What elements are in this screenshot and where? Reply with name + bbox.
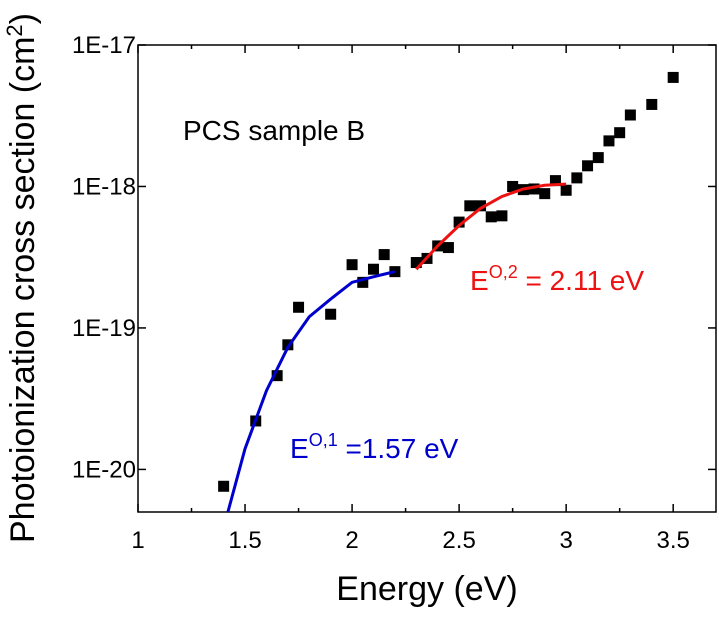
data-point bbox=[507, 180, 519, 192]
data-point bbox=[560, 184, 572, 196]
data-point bbox=[614, 127, 626, 139]
data-point bbox=[218, 480, 230, 492]
data-point bbox=[667, 71, 679, 83]
data-point bbox=[442, 242, 454, 254]
annotation: EO,1 =1.57 eV bbox=[290, 430, 459, 464]
y-axis-title: Photoionization cross section (cm2) bbox=[2, 13, 42, 543]
data-point bbox=[624, 109, 636, 121]
annotation-sup: O,1 bbox=[309, 430, 338, 450]
data-point bbox=[528, 183, 540, 195]
data-point bbox=[539, 188, 551, 200]
y-tick-label: 1E-19 bbox=[72, 315, 136, 342]
data-point bbox=[378, 249, 390, 261]
y-axis-title-sup: 2 bbox=[2, 24, 27, 36]
x-tick-label: 3.5 bbox=[656, 527, 689, 554]
annotation-sup: O,2 bbox=[489, 262, 518, 282]
data-point bbox=[496, 210, 508, 222]
fit-curve bbox=[226, 270, 396, 513]
data-point bbox=[325, 308, 337, 320]
data-point bbox=[367, 263, 379, 275]
y-axis-title-text: Photoionization cross section (cm bbox=[4, 37, 42, 543]
annotation-base: E bbox=[470, 265, 489, 296]
data-point bbox=[485, 211, 497, 223]
data-point bbox=[346, 259, 358, 271]
data-point bbox=[464, 200, 476, 212]
annotation-text: =1.57 eV bbox=[338, 433, 459, 464]
annotation: EO,2 = 2.11 eV bbox=[470, 262, 644, 296]
data-point bbox=[357, 276, 369, 288]
annotation: PCS sample B bbox=[183, 115, 365, 146]
data-point bbox=[410, 257, 422, 269]
x-tick-label: 1.5 bbox=[228, 527, 261, 554]
data-point bbox=[582, 160, 594, 172]
data-point bbox=[646, 98, 658, 110]
data-point bbox=[475, 200, 487, 212]
data-point bbox=[453, 216, 465, 228]
annotation-base: E bbox=[290, 433, 309, 464]
y-tick-label: 1E-20 bbox=[72, 456, 136, 483]
annotation-text: = 2.11 eV bbox=[518, 265, 645, 296]
x-axis-title: Energy (eV) bbox=[336, 570, 517, 608]
x-tick-label: 3 bbox=[559, 527, 572, 554]
y-tick-label: 1E-17 bbox=[72, 32, 136, 59]
fit-curve bbox=[415, 182, 567, 271]
data-point bbox=[592, 152, 604, 164]
data-point bbox=[293, 301, 305, 313]
x-tick-label: 2.5 bbox=[442, 527, 475, 554]
data-point bbox=[271, 370, 283, 382]
data-point bbox=[571, 172, 583, 184]
data-point bbox=[549, 175, 561, 187]
y-tick-label: 1E-18 bbox=[72, 173, 136, 200]
plot-frame bbox=[137, 44, 717, 513]
data-point bbox=[603, 135, 615, 147]
y-axis-title-end: ) bbox=[4, 13, 42, 24]
x-tick-label: 1 bbox=[131, 527, 144, 554]
x-tick-label: 2 bbox=[345, 527, 358, 554]
